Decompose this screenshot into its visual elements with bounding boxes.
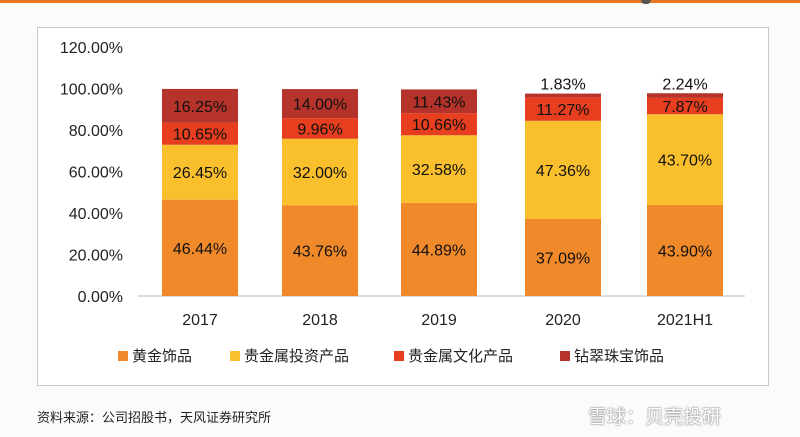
bar-segment [401,135,477,203]
y-tick-label: 100.00% [60,82,123,99]
bar-segment [525,120,601,220]
bar-segment [525,93,601,98]
data-label: 26.45% [173,165,227,182]
x-tick-label: 2018 [302,312,338,329]
bar-segment [401,113,477,136]
data-label: 46.44% [173,241,227,258]
data-label: 47.36% [536,163,590,180]
x-tick-label: 2019 [421,312,457,329]
data-label: 14.00% [293,97,347,114]
legend-swatch [394,351,404,361]
legend-swatch [560,351,570,361]
x-tick-label: 2017 [182,312,218,329]
legend-swatch [118,351,128,361]
legend-label: 钻翠珠宝饰品 [574,348,664,365]
bar-segment [162,144,238,200]
data-label: 43.90% [658,243,712,260]
bar-segment [525,97,601,121]
scroll-indicator [641,0,651,4]
bar-segment [647,114,723,205]
legend-label: 贵金属投资产品 [244,348,349,365]
data-label: 32.58% [412,162,466,179]
data-label: 11.27% [536,102,589,119]
data-label: 44.89% [412,242,466,259]
y-tick-label: 0.00% [78,289,123,306]
y-tick-label: 60.00% [69,165,123,182]
bar-segment [282,138,358,206]
bar-segment [162,199,238,296]
top-accent-bar [0,0,800,3]
data-label: 32.00% [293,165,347,182]
data-label: 37.09% [536,251,590,268]
data-label: 16.25% [173,99,227,116]
bar-segment [647,93,723,98]
data-label: 10.65% [173,127,227,144]
source-note: 资料来源：公司招股书，天风证券研究所 [37,411,272,426]
x-tick-label: 2020 [545,312,581,329]
bar-segment [525,219,601,296]
legend-swatch [230,351,240,361]
data-label: 43.76% [293,244,347,261]
bar-segment [162,88,238,123]
legend-label: 黄金饰品 [132,348,192,365]
data-label: 10.66% [412,117,466,134]
y-tick-label: 120.00% [60,40,123,57]
watermark: 雪球：贝壳投研 [588,406,722,428]
data-label: 9.96% [297,121,342,138]
bar-segment [647,97,723,115]
y-tick-label: 40.00% [69,206,123,223]
data-label: 2.24% [662,76,707,93]
data-label: 43.70% [658,153,712,170]
bar-segment [282,89,358,119]
bar-segment [282,118,358,139]
data-label: 7.87% [662,99,707,116]
bar-segment [162,122,238,145]
y-tick-label: 80.00% [69,123,123,140]
data-label: 11.43% [412,94,465,111]
x-tick-label: 2021H1 [657,312,713,329]
bar-segment [647,204,723,296]
bar-segment [282,205,358,296]
bar-segment [401,89,477,114]
data-label: 1.83% [540,77,585,94]
bar-segment [401,202,477,296]
legend-label: 贵金属文化产品 [408,348,513,365]
y-tick-label: 20.00% [69,248,123,265]
